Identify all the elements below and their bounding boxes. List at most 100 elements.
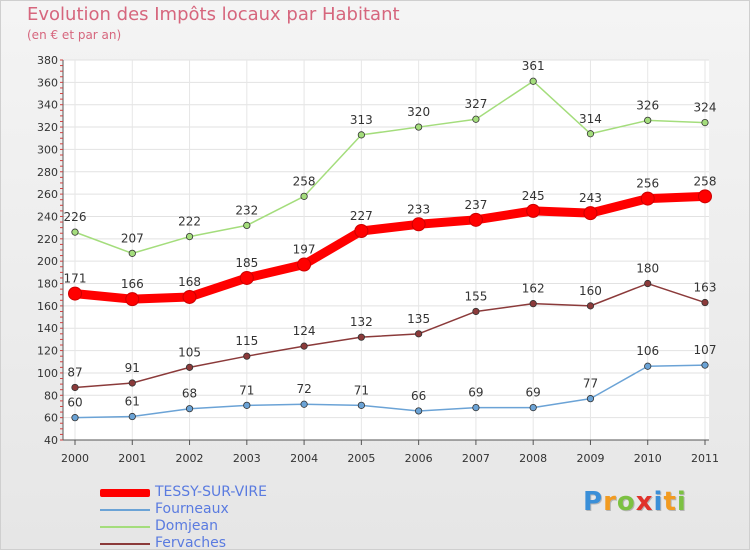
data-point xyxy=(701,298,709,307)
y-tick-label: 340 xyxy=(37,99,58,112)
data-point xyxy=(239,270,254,285)
legend-swatch xyxy=(100,509,150,511)
data-point xyxy=(71,228,79,236)
data-point xyxy=(468,212,483,227)
data-point xyxy=(644,279,652,288)
logo-letter: r xyxy=(603,487,617,517)
data-point xyxy=(472,115,480,123)
data-label: 171 xyxy=(64,272,87,286)
data-point xyxy=(125,292,140,307)
data-point xyxy=(411,217,426,232)
logo-letter: P xyxy=(583,487,604,517)
data-point xyxy=(472,403,480,412)
data-point xyxy=(128,412,136,421)
data-point xyxy=(583,206,598,221)
data-point xyxy=(529,403,537,412)
data-point xyxy=(586,302,595,310)
data-label: 233 xyxy=(407,202,430,216)
y-tick-label: 320 xyxy=(37,121,58,134)
data-label: 207 xyxy=(121,231,144,245)
data-label: 68 xyxy=(182,387,197,401)
data-label: 256 xyxy=(636,177,659,191)
data-label: 258 xyxy=(694,174,717,188)
data-label: 245 xyxy=(522,189,545,203)
data-label: 227 xyxy=(350,209,373,223)
data-label: 168 xyxy=(178,275,201,289)
data-label: 166 xyxy=(121,277,144,291)
data-point xyxy=(586,130,595,138)
data-label: 124 xyxy=(293,324,316,338)
y-tick-label: 60 xyxy=(44,412,58,425)
data-label: 185 xyxy=(235,256,258,270)
legend-swatch xyxy=(100,489,150,497)
data-point xyxy=(698,189,712,204)
proxiti-logo: Proxiti xyxy=(583,487,687,517)
data-label: 313 xyxy=(350,113,373,127)
legend-label: Domjean xyxy=(155,518,218,534)
y-tick-label: 200 xyxy=(37,255,58,268)
data-point xyxy=(357,401,365,409)
data-point xyxy=(185,232,194,241)
x-tick-label: 2009 xyxy=(576,452,604,465)
data-label: 197 xyxy=(293,243,316,257)
legend-label: Fervaches xyxy=(155,535,226,551)
y-tick-label: 360 xyxy=(37,76,58,89)
y-tick-label: 80 xyxy=(44,389,58,402)
data-label: 107 xyxy=(694,343,717,357)
series-line-fourneaux xyxy=(74,364,706,419)
data-label: 237 xyxy=(464,198,487,212)
y-tick-label: 300 xyxy=(37,143,58,156)
data-point xyxy=(586,395,595,403)
data-label: 69 xyxy=(468,386,483,400)
x-tick-label: 2006 xyxy=(405,452,433,465)
logo-letter: o xyxy=(616,487,636,517)
data-point xyxy=(472,307,480,316)
y-tick-label: 280 xyxy=(37,166,58,179)
data-label: 60 xyxy=(67,396,82,410)
data-point xyxy=(415,123,423,131)
data-point xyxy=(354,224,369,238)
data-label: 87 xyxy=(67,365,82,379)
y-tick-label: 120 xyxy=(37,345,58,358)
data-label: 162 xyxy=(522,282,545,296)
data-label: 115 xyxy=(235,334,258,348)
x-tick-label: 2010 xyxy=(634,452,662,465)
data-label: 77 xyxy=(583,377,598,391)
data-point xyxy=(644,116,652,124)
data-point xyxy=(128,249,136,257)
data-label: 222 xyxy=(178,215,201,229)
data-label: 226 xyxy=(64,210,87,224)
x-tick-label: 2002 xyxy=(176,452,204,465)
chart-subtitle: (en € et par an) xyxy=(27,28,122,42)
data-label: 132 xyxy=(350,315,373,329)
y-tick-label: 180 xyxy=(37,278,58,291)
logo-letter: t xyxy=(663,487,677,517)
y-tick-label: 240 xyxy=(37,210,58,223)
data-label: 69 xyxy=(526,386,541,400)
data-label: 232 xyxy=(235,203,258,217)
x-tick-label: 2003 xyxy=(233,452,261,465)
data-label: 61 xyxy=(125,395,140,409)
data-point xyxy=(185,405,194,413)
data-point xyxy=(701,361,709,369)
data-label: 66 xyxy=(411,389,426,403)
data-label: 180 xyxy=(636,262,659,276)
data-label: 71 xyxy=(354,383,369,397)
logo-letter: i xyxy=(653,487,664,517)
data-label: 163 xyxy=(694,281,717,295)
data-point xyxy=(529,77,537,85)
data-point xyxy=(182,289,197,304)
data-label: 243 xyxy=(579,191,602,205)
data-label: 155 xyxy=(464,289,487,303)
data-label: 327 xyxy=(464,97,487,111)
y-tick-label: 140 xyxy=(37,322,58,335)
x-tick-label: 2005 xyxy=(347,452,375,465)
data-point xyxy=(415,407,423,415)
data-point xyxy=(71,414,79,422)
x-tick-label: 2001 xyxy=(118,452,146,465)
data-point xyxy=(300,192,308,200)
data-point xyxy=(128,379,136,387)
data-point xyxy=(243,352,251,360)
data-point xyxy=(243,221,251,230)
